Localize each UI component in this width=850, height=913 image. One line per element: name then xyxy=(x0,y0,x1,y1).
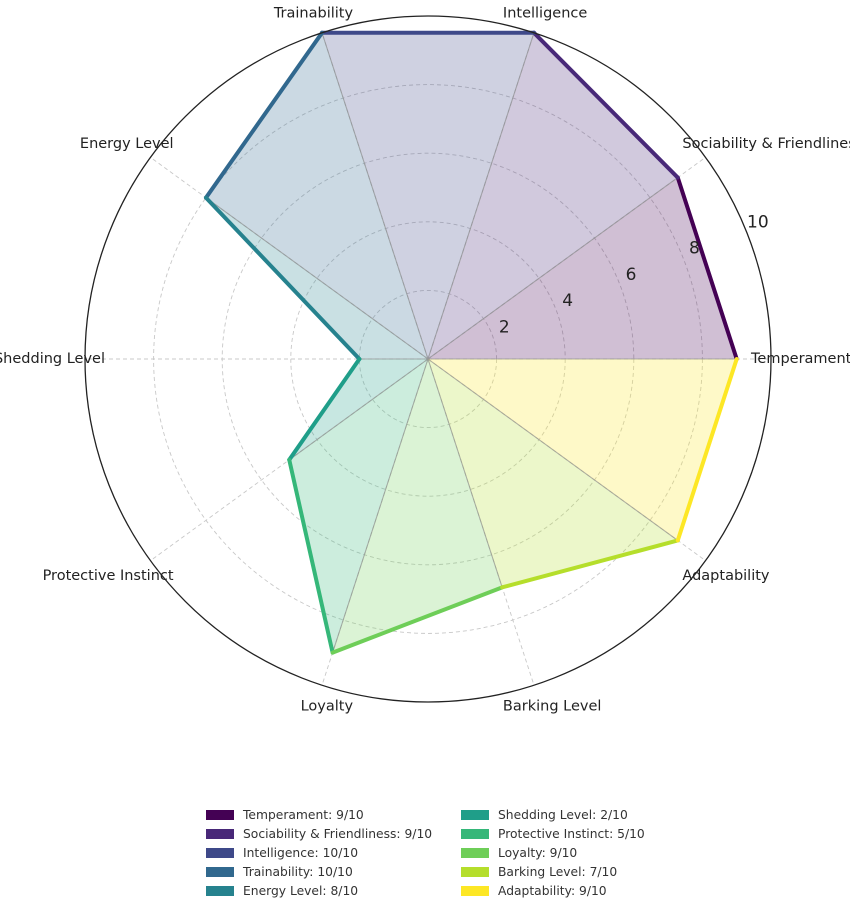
legend-swatch xyxy=(206,828,234,839)
label-layer: Temperament Sociability & Friendliness Int… xyxy=(0,6,850,715)
legend-swatch xyxy=(206,809,234,820)
series-edge xyxy=(531,30,680,180)
category-label: Shedding Level xyxy=(0,351,105,367)
legend-item: Protective Instinct: 5/10 xyxy=(461,824,716,843)
category-label: Sociability & Friendliness xyxy=(682,136,850,152)
legend-swatch xyxy=(461,866,489,877)
legend-item: Trainability: 10/10 xyxy=(206,862,461,881)
legend-swatch xyxy=(461,885,489,896)
series-edge xyxy=(500,538,680,590)
legend-label: Sociability & Friendliness: 9/10 xyxy=(243,826,433,841)
legend-label: Energy Level: 8/10 xyxy=(243,883,359,898)
category-label: Energy Level xyxy=(80,136,174,152)
legend-item: Energy Level: 8/10 xyxy=(206,881,461,900)
legend-item: Adaptability: 9/10 xyxy=(461,881,716,900)
edge-layer xyxy=(204,30,739,655)
series-edge xyxy=(204,195,362,361)
category-label: Temperament xyxy=(750,351,850,367)
legend-item: Barking Level: 7/10 xyxy=(461,862,716,881)
legend-item: Sociability & Friendliness: 9/10 xyxy=(206,824,461,843)
legend-swatch xyxy=(461,847,489,858)
legend-label: Temperament: 9/10 xyxy=(243,807,364,822)
wedge-layer xyxy=(205,31,738,655)
legend-label: Adaptability: 9/10 xyxy=(498,883,607,898)
series-edge xyxy=(287,457,335,655)
legend-label: Shedding Level: 2/10 xyxy=(498,807,628,822)
legend-swatch xyxy=(206,847,234,858)
legend-label: Protective Instinct: 5/10 xyxy=(498,826,645,841)
legend-swatch xyxy=(206,866,234,877)
legend-label: Loyalty: 9/10 xyxy=(498,845,578,860)
radial-tick-label: 10 xyxy=(747,212,769,232)
category-label: Adaptability xyxy=(682,568,770,584)
tick-layer: 2 4 6 8 10 xyxy=(499,212,769,337)
series-edge xyxy=(675,357,739,543)
category-label: Barking Level xyxy=(503,698,602,714)
legend-item: Loyalty: 9/10 xyxy=(461,843,716,862)
legend-swatch xyxy=(461,828,489,839)
category-label: Loyalty xyxy=(301,698,354,714)
radial-tick-label: 6 xyxy=(626,265,637,285)
legend-item: Temperament: 9/10 xyxy=(206,805,461,824)
legend-label: Intelligence: 10/10 xyxy=(243,845,359,860)
legend-swatch xyxy=(206,885,234,896)
category-label: Intelligence xyxy=(503,6,587,22)
radial-tick-label: 8 xyxy=(689,239,700,259)
legend-item: Intelligence: 10/10 xyxy=(206,843,461,862)
radial-tick-label: 4 xyxy=(562,291,573,311)
radial-tick-label: 2 xyxy=(499,317,510,337)
legend: Temperament: 9/10 Sociability & Friendlin… xyxy=(206,805,726,900)
category-label: Protective Instinct xyxy=(43,568,174,584)
outer-ring xyxy=(84,15,772,703)
series-edge xyxy=(287,357,362,462)
category-label: Trainability xyxy=(273,6,354,22)
series-edge xyxy=(330,585,505,655)
legend-label: Trainability: 10/10 xyxy=(243,864,353,879)
legend-swatch xyxy=(461,809,489,820)
legend-item: Shedding Level: 2/10 xyxy=(461,805,716,824)
series-edge xyxy=(204,30,325,200)
series-edge xyxy=(675,175,739,361)
legend-label: Barking Level: 7/10 xyxy=(498,864,618,879)
